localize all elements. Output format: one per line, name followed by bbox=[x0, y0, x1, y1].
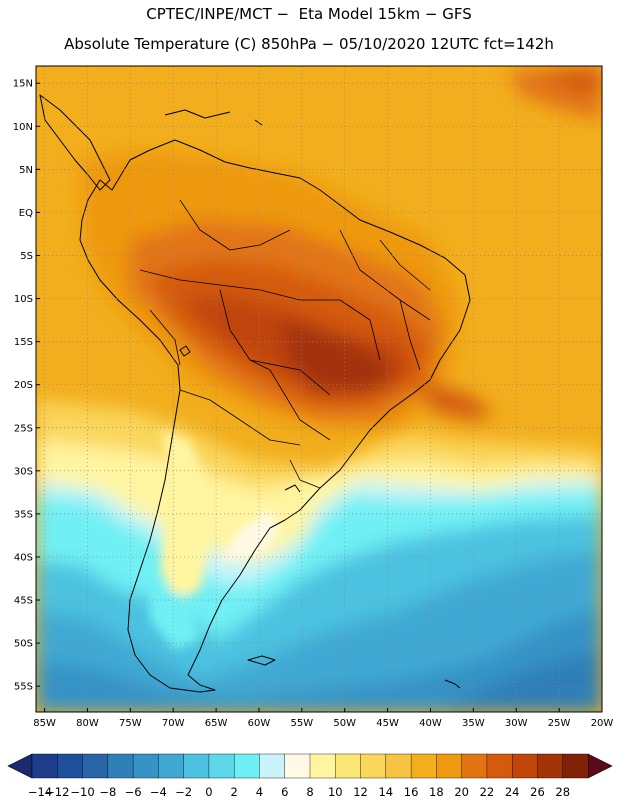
colorbar-swatch bbox=[107, 753, 134, 779]
lat-tick-label: 45S bbox=[14, 596, 33, 607]
colorbar-swatch bbox=[436, 753, 463, 779]
south-georgia bbox=[444, 679, 461, 689]
colorbar-label: 18 bbox=[429, 785, 444, 799]
lat-tick-label: 40S bbox=[14, 552, 33, 563]
colorbar-label: 14 bbox=[378, 785, 393, 799]
colorbar-swatch bbox=[208, 753, 235, 779]
colorbar-label: 26 bbox=[530, 785, 545, 799]
colorbar-swatch bbox=[461, 753, 488, 779]
coastline-layer bbox=[39, 94, 471, 693]
colorbar-swatch bbox=[233, 753, 260, 779]
falkland-islands bbox=[247, 655, 276, 666]
colorbar-label: 4 bbox=[256, 785, 263, 799]
colorbar-label: 0 bbox=[205, 785, 212, 799]
lon-tick-label: 25W bbox=[548, 718, 571, 729]
colorbar-label: 2 bbox=[231, 785, 238, 799]
lon-tick-label: 45W bbox=[376, 718, 399, 729]
colorbar-label: 6 bbox=[281, 785, 288, 799]
colorbar-swatch bbox=[335, 753, 362, 779]
colorbar-swatch bbox=[309, 753, 336, 779]
colorbar-label: 22 bbox=[480, 785, 495, 799]
lat-tick-label: 55S bbox=[14, 682, 33, 693]
colorbar-label: −8 bbox=[99, 785, 116, 799]
colorbar-underflow-arrow bbox=[7, 753, 33, 779]
colorbar-swatch bbox=[31, 753, 58, 779]
colorbar-label: 28 bbox=[555, 785, 570, 799]
lon-tick-label: 30W bbox=[505, 718, 528, 729]
lat-tick-label: 15N bbox=[13, 79, 33, 90]
lat-tick-label: 10N bbox=[13, 122, 33, 133]
colorbar-swatch bbox=[410, 753, 437, 779]
lon-tick-label: 20W bbox=[591, 718, 614, 729]
colorbar-swatch bbox=[511, 753, 538, 779]
central-america-coastline bbox=[39, 94, 111, 191]
colorbar-label: −14 bbox=[28, 785, 52, 799]
colorbar-label: 24 bbox=[505, 785, 520, 799]
lon-tick-label: 70W bbox=[162, 718, 185, 729]
colorbar-swatch bbox=[385, 753, 412, 779]
colorbar-overflow-arrow bbox=[587, 753, 613, 779]
lat-tick-label: 5N bbox=[19, 165, 33, 176]
colorbar-swatch bbox=[537, 753, 564, 779]
lat-tick-label: 30S bbox=[14, 466, 33, 477]
colorbar-label: −6 bbox=[125, 785, 142, 799]
lat-tick-label: 10S bbox=[14, 294, 33, 305]
lon-tick-label: 50W bbox=[333, 718, 356, 729]
colorbar-swatch bbox=[360, 753, 387, 779]
colorbar-swatch bbox=[562, 753, 589, 779]
colorbar-swatch bbox=[158, 753, 185, 779]
lat-tick-label: 25S bbox=[14, 423, 33, 434]
temperature-field bbox=[36, 66, 602, 712]
colorbar-swatch bbox=[57, 753, 84, 779]
lat-tick-label: 5S bbox=[20, 251, 33, 262]
colorbar-swatch bbox=[82, 753, 109, 779]
lon-tick-label: 40W bbox=[419, 718, 442, 729]
longitude-axis: 85W 80W 75W 70W 65W 60W 55W 50W 45W 40W 35W 30W 25W 2… bbox=[33, 708, 613, 729]
lon-tick-label: 75W bbox=[119, 718, 142, 729]
south-america-coastline bbox=[79, 139, 471, 693]
colorbar-label: −12 bbox=[45, 785, 69, 799]
lat-tick-label: 50S bbox=[14, 639, 33, 650]
colorbar-label: 20 bbox=[454, 785, 469, 799]
map-title-line2: Absolute Temperature (C) 850hPa − 05/10/… bbox=[64, 35, 554, 53]
caribbean-islands bbox=[164, 109, 263, 126]
lat-tick-label: 15S bbox=[14, 337, 33, 348]
colorbar: −14−12 −10 −8 −6 −4 −2 0 2 4 6 8 10 12 14 16 18 20 22 24 26… bbox=[7, 753, 613, 799]
colorbar-swatch bbox=[486, 753, 513, 779]
map-title-line1: CPTEC/INPE/MCT − Eta Model 15km − GFS bbox=[146, 5, 472, 23]
river-plate bbox=[284, 484, 301, 493]
colorbar-label: 12 bbox=[353, 785, 368, 799]
colorbar-swatch bbox=[183, 753, 210, 779]
lon-tick-label: 80W bbox=[76, 718, 99, 729]
colorbar-label: −4 bbox=[150, 785, 167, 799]
plot-frame bbox=[35, 65, 603, 713]
lat-tick-label: EQ bbox=[19, 208, 33, 219]
colorbar-label: 8 bbox=[306, 785, 313, 799]
lake-titicaca bbox=[179, 345, 191, 357]
colorbar-swatch bbox=[259, 753, 286, 779]
country-borders bbox=[139, 199, 431, 489]
lat-tick-label: 35S bbox=[14, 509, 33, 520]
lon-tick-label: 60W bbox=[248, 718, 271, 729]
colorbar-swatch bbox=[284, 753, 311, 779]
latitude-axis: 15N 10N 5N EQ 5S 10S 15S 20S 25S 30S 35S 40S 45S 50S 5… bbox=[13, 79, 40, 693]
colorbar-label: −10 bbox=[70, 785, 94, 799]
lon-tick-label: 35W bbox=[462, 718, 485, 729]
lon-tick-label: 85W bbox=[33, 718, 56, 729]
colorbar-label: 10 bbox=[328, 785, 343, 799]
lon-tick-label: 65W bbox=[205, 718, 228, 729]
colorbar-label: 16 bbox=[404, 785, 419, 799]
colorbar-swatch bbox=[132, 753, 159, 779]
lon-tick-label: 55W bbox=[291, 718, 314, 729]
lat-tick-label: 20S bbox=[14, 380, 33, 391]
colorbar-label: −2 bbox=[175, 785, 192, 799]
